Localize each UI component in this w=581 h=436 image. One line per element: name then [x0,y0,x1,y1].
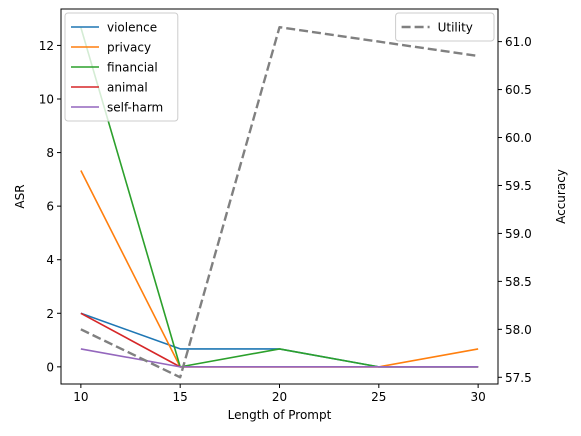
y-right-tick-label: 59.5 [505,179,532,193]
y-axis-left: 0 2 4 6 8 10 12 [39,39,61,374]
legend-left: violence privacy financial animal self-harm [64,12,179,122]
x-tick-label: 20 [272,390,287,404]
y-right-tick-label: 59.0 [505,227,532,241]
y-right-tick-label: 60.5 [505,83,532,97]
y-axis-right: 57.5 58.0 58.5 59.0 59.5 60.0 60.5 61.0 [498,35,532,385]
x-tick-label: 10 [73,390,88,404]
x-tick-label: 30 [470,390,485,404]
x-tick-label: 15 [173,390,188,404]
y-right-tick-label: 61.0 [505,35,532,49]
y-tick-label: 6 [46,200,54,214]
y-tick-label: 0 [46,360,54,374]
y-right-tick-label: 57.5 [505,371,532,385]
y-tick-label: 10 [39,93,54,107]
legend-label: privacy [107,41,151,55]
legend-box [395,12,495,42]
y-tick-label: 2 [46,307,54,321]
series-lines [80,26,479,379]
x-tick-label: 25 [371,390,386,404]
legend-right: Utility [395,12,495,42]
y-tick-label: 4 [46,253,54,267]
legend-label: animal [107,81,148,95]
legend-label: Utility [438,21,473,35]
y-tick-label: 12 [39,39,54,53]
x-axis-label: Length of Prompt [228,408,332,422]
y-right-tick-label: 58.0 [505,323,532,337]
y-axis-right-label: Accuracy [554,169,568,224]
legend-box [64,12,179,122]
y-tick-label: 8 [46,146,54,160]
series-line-utility [80,26,479,379]
legend-label: violence [107,21,157,35]
y-right-tick-label: 58.5 [505,275,532,289]
legend-label: financial [107,61,158,75]
y-axis-label: ASR [13,184,27,208]
legend-label: self-harm [107,101,163,115]
x-axis: 10 15 20 25 30 [73,384,486,404]
y-right-tick-label: 60.0 [505,131,532,145]
